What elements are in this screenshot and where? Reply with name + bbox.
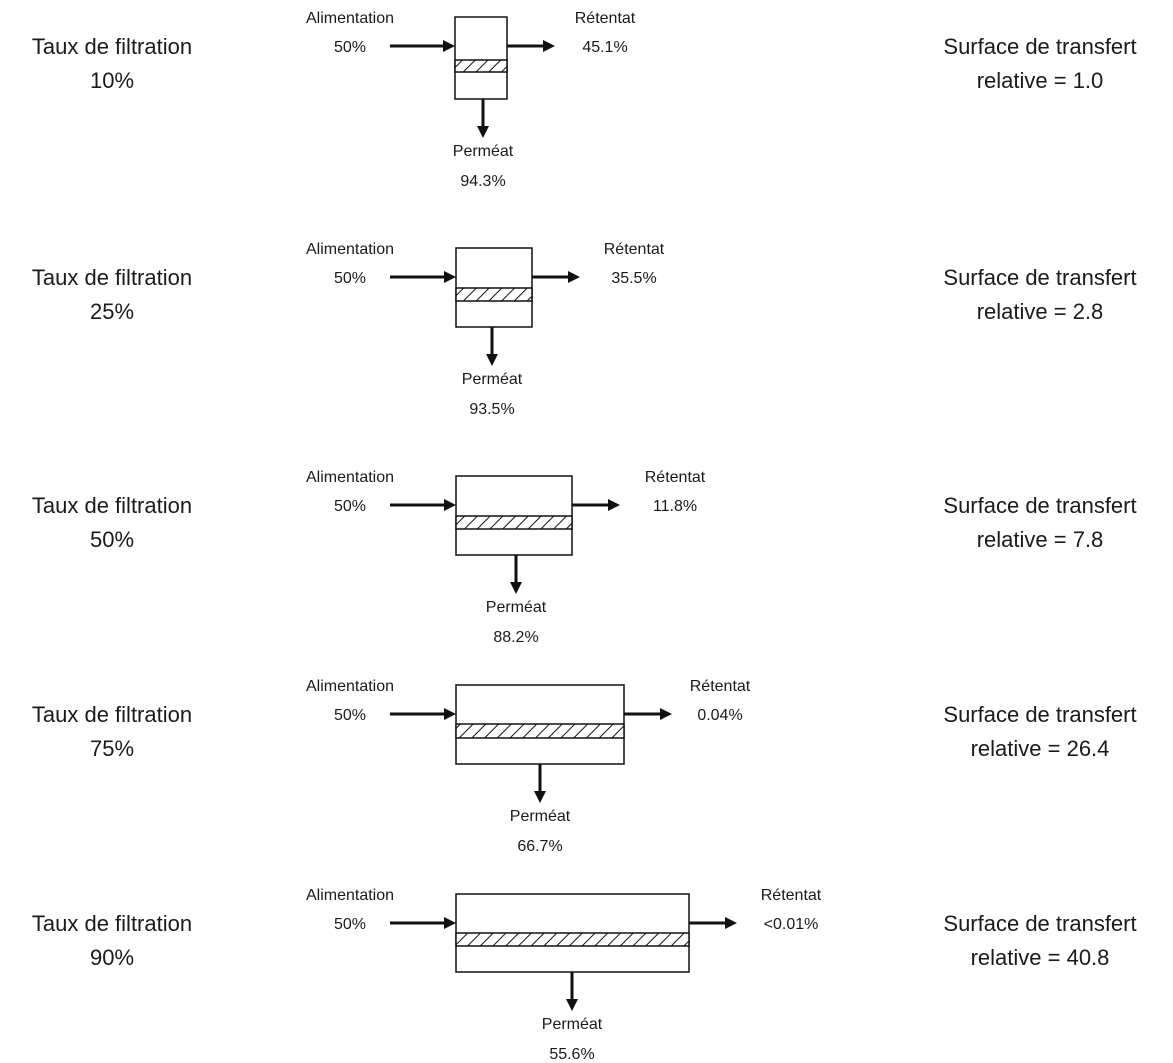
feed-label: Alimentation xyxy=(306,241,394,258)
transfer-surface-label: Surface de transfert xyxy=(943,911,1136,936)
feed-label: Alimentation xyxy=(306,10,394,27)
feed-value: 50% xyxy=(334,39,366,56)
transfer-surface-value: relative = 40.8 xyxy=(971,945,1110,970)
feed-value: 50% xyxy=(334,916,366,933)
retentate-value: 0.04% xyxy=(697,707,742,724)
membrane-layer xyxy=(455,515,573,530)
retentate-arrow xyxy=(507,40,555,52)
permeate-value: 94.3% xyxy=(460,173,505,190)
permeate-arrow xyxy=(477,99,489,138)
retentate-arrow xyxy=(532,271,580,283)
transfer-surface-label: Surface de transfert xyxy=(943,493,1136,518)
filtration-rate-label: Taux de filtration xyxy=(32,34,192,59)
permeate-value: 66.7% xyxy=(517,838,562,855)
membrane-layer xyxy=(454,59,508,73)
permeate-value: 88.2% xyxy=(493,629,538,646)
transfer-surface-value: relative = 26.4 xyxy=(971,736,1110,761)
membrane-module xyxy=(455,475,573,556)
membrane-module xyxy=(454,16,508,100)
filtration-rate-value: 10% xyxy=(90,68,134,93)
feed-arrow xyxy=(390,708,456,720)
feed-value: 50% xyxy=(334,270,366,287)
feed-arrow xyxy=(390,917,456,929)
retentate-label: Rétentat xyxy=(645,469,706,486)
retentate-value: 45.1% xyxy=(582,39,627,56)
permeate-arrow xyxy=(534,764,546,803)
filtration-stage: Taux de filtration 75% Surface de transfer… xyxy=(32,678,1137,855)
permeate-arrow xyxy=(566,972,578,1011)
permeate-arrow xyxy=(486,327,498,366)
filtration-stage: Taux de filtration 25% Surface de transfer… xyxy=(32,241,1137,418)
feed-arrow xyxy=(390,271,456,283)
filtration-rate-value: 25% xyxy=(90,299,134,324)
membrane-module xyxy=(455,684,625,765)
retentate-label: Rétentat xyxy=(575,10,636,27)
retentate-arrow xyxy=(689,917,737,929)
feed-label: Alimentation xyxy=(306,887,394,904)
permeate-label: Perméat xyxy=(510,808,571,825)
membrane-layer xyxy=(455,287,533,302)
filtration-rate-value: 90% xyxy=(90,945,134,970)
retentate-value: <0.01% xyxy=(764,916,819,933)
permeate-arrow xyxy=(510,555,522,594)
membrane-module xyxy=(455,893,690,973)
permeate-label: Perméat xyxy=(453,143,514,160)
feed-arrow xyxy=(390,40,455,52)
retentate-label: Rétentat xyxy=(604,241,665,258)
retentate-arrow xyxy=(624,708,672,720)
permeate-label: Perméat xyxy=(462,371,523,388)
filtration-rate-value: 75% xyxy=(90,736,134,761)
transfer-surface-value: relative = 1.0 xyxy=(977,68,1104,93)
transfer-surface-label: Surface de transfert xyxy=(943,34,1136,59)
transfer-surface-label: Surface de transfert xyxy=(943,702,1136,727)
filtration-stage: Taux de filtration 90% Surface de transfer… xyxy=(32,887,1137,1063)
permeate-label: Perméat xyxy=(486,599,547,616)
transfer-surface-value: relative = 7.8 xyxy=(977,527,1104,552)
feed-value: 50% xyxy=(334,707,366,724)
feed-arrow xyxy=(390,499,456,511)
permeate-label: Perméat xyxy=(542,1016,603,1033)
retentate-value: 11.8% xyxy=(653,498,697,515)
filtration-rate-label: Taux de filtration xyxy=(32,702,192,727)
feed-label: Alimentation xyxy=(306,469,394,486)
filtration-stage: Taux de filtration 10% Surface de transfer… xyxy=(32,10,1137,190)
retentate-label: Rétentat xyxy=(690,678,751,695)
filtration-rate-label: Taux de filtration xyxy=(32,265,192,290)
filtration-rate-label: Taux de filtration xyxy=(32,493,192,518)
transfer-surface-label: Surface de transfert xyxy=(943,265,1136,290)
permeate-value: 55.6% xyxy=(549,1046,594,1063)
filtration-stage: Taux de filtration 50% Surface de transfer… xyxy=(32,469,1137,646)
feed-label: Alimentation xyxy=(306,678,394,695)
retentate-value: 35.5% xyxy=(611,270,656,287)
membrane-module xyxy=(455,247,533,328)
feed-value: 50% xyxy=(334,498,366,515)
retentate-label: Rétentat xyxy=(761,887,822,904)
membrane-layer xyxy=(455,723,625,739)
membrane-layer xyxy=(455,932,690,947)
permeate-value: 93.5% xyxy=(469,401,514,418)
filtration-rate-label: Taux de filtration xyxy=(32,911,192,936)
transfer-surface-value: relative = 2.8 xyxy=(977,299,1104,324)
retentate-arrow xyxy=(572,499,620,511)
filtration-rate-value: 50% xyxy=(90,527,134,552)
